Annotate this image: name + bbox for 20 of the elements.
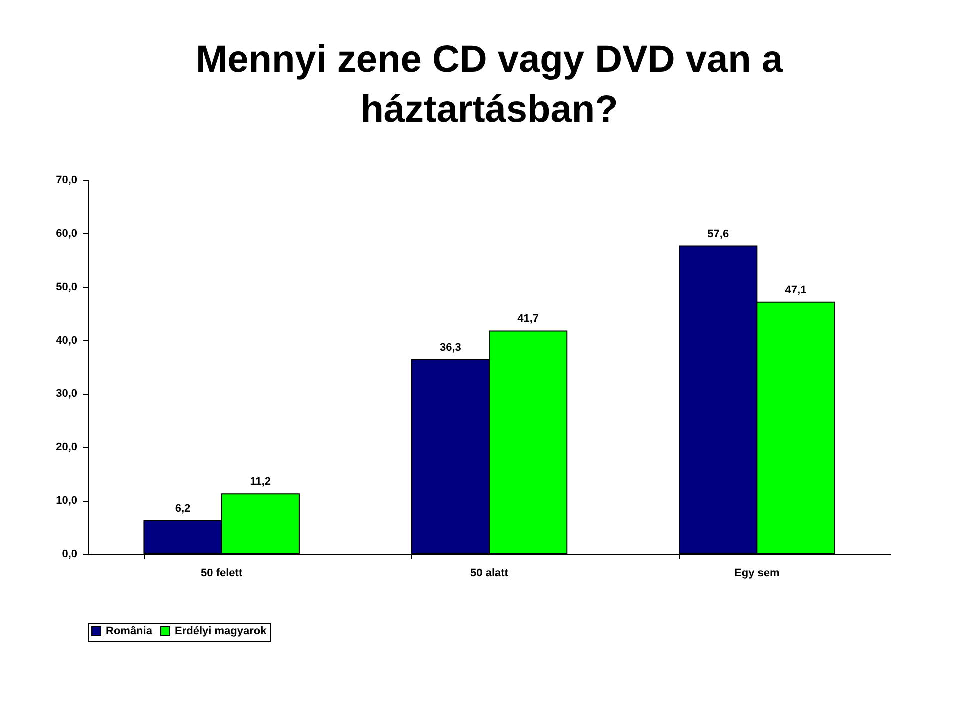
y-tick-label: 20,0	[56, 442, 78, 454]
data-label: 47,1	[785, 284, 807, 296]
x-tick-label: Egy sem	[734, 568, 780, 580]
legend-label: Erdélyi magyarok	[175, 626, 268, 638]
data-label: 57,6	[708, 228, 730, 240]
y-tick-label: 60,0	[56, 228, 78, 240]
legend-label: România	[106, 626, 154, 638]
data-label: 11,2	[250, 476, 272, 488]
data-label: 41,7	[518, 313, 540, 326]
data-label: 6,2	[175, 502, 191, 515]
x-tick-label: 50 alatt	[470, 568, 509, 580]
x-tick-label: 50 felett	[201, 568, 243, 580]
y-tick-label: 10,0	[56, 495, 78, 508]
y-tick-label: 70,0	[56, 174, 78, 186]
y-tick-label: 50,0	[56, 281, 78, 294]
data-label: 36,3	[440, 342, 462, 354]
y-tick-label: 30,0	[56, 388, 78, 400]
chart-title: Mennyi zene CD vagy DVD van a háztartásban?	[196, 39, 784, 131]
y-tick-label: 40,0	[56, 334, 78, 347]
y-tick-label: 0,0	[62, 548, 78, 560]
